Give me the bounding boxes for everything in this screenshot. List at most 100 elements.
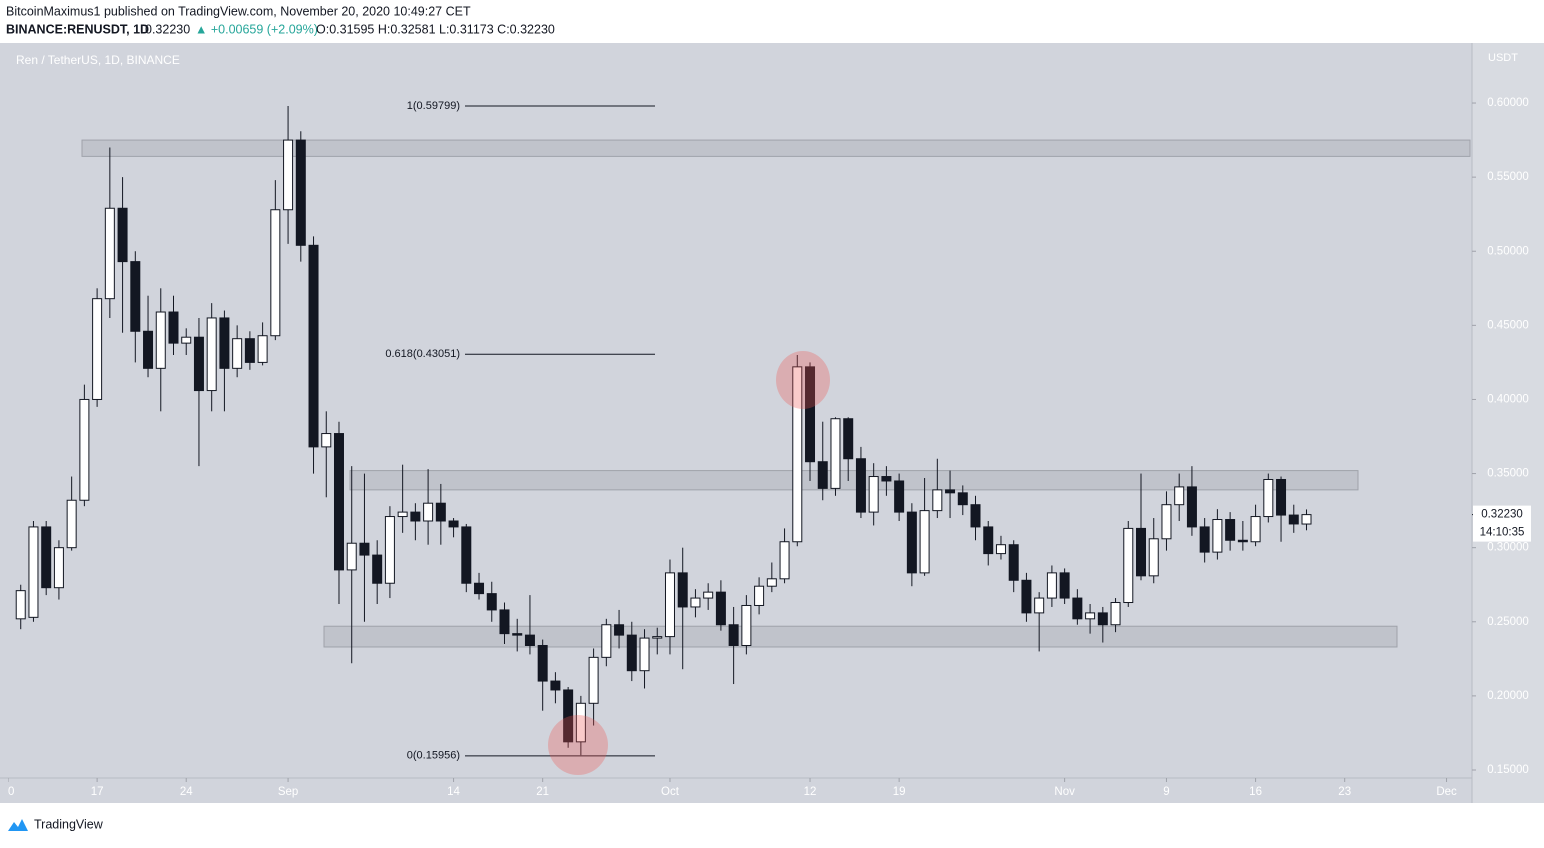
candle-body xyxy=(1212,519,1223,553)
candle-body xyxy=(614,624,625,636)
candle-body xyxy=(423,502,434,522)
zone xyxy=(349,470,1359,491)
candle-body xyxy=(792,366,803,543)
candle-body xyxy=(321,433,332,448)
candle-body xyxy=(601,624,612,658)
candle-body xyxy=(1046,572,1057,599)
x-tick-label: Oct xyxy=(661,786,680,798)
publisher-line: BitcoinMaximus1 published on TradingView… xyxy=(6,4,471,18)
candle-body xyxy=(563,689,574,743)
candle-body xyxy=(894,480,905,513)
candle-body xyxy=(283,139,294,211)
fib-label: 0(0.15956) xyxy=(407,750,460,762)
candle-body xyxy=(346,542,357,571)
candle-body xyxy=(983,526,994,555)
fib-label: 0.618(0.43051) xyxy=(385,348,460,360)
candle-body xyxy=(15,590,26,620)
chart-background xyxy=(0,43,1472,803)
candle-body xyxy=(117,207,128,263)
candle-body xyxy=(410,511,421,522)
x-tick-label: 23 xyxy=(1338,786,1351,798)
candle-body xyxy=(206,317,217,392)
symbol: BINANCE:RENUSDT, 1D xyxy=(6,22,149,36)
candle-body xyxy=(1136,527,1147,577)
candle-body xyxy=(28,526,39,618)
candle-body xyxy=(1110,602,1121,626)
y-tick-label: 0.15000 xyxy=(1487,764,1529,776)
candle-body xyxy=(1301,514,1312,525)
x-tick-label: 10 xyxy=(2,786,15,798)
x-tick-label: Sep xyxy=(278,786,298,798)
candle-body xyxy=(1250,516,1261,543)
candle-body xyxy=(270,209,281,337)
candle-body xyxy=(1072,597,1083,620)
candle-body xyxy=(537,644,548,682)
candle-body xyxy=(957,492,968,506)
zone xyxy=(323,625,1398,648)
candle-body xyxy=(168,311,179,344)
y-tick-label: 0.60000 xyxy=(1487,97,1529,109)
chart-legend: Ren / TetherUS, 1D, BINANCE xyxy=(16,53,180,67)
candle-body xyxy=(550,680,561,691)
countdown: 14:10:35 xyxy=(1480,527,1525,539)
footer-brand: TradingView xyxy=(34,817,104,831)
candle-body xyxy=(995,544,1006,555)
candle-body xyxy=(1085,612,1096,620)
candle-body xyxy=(728,624,739,646)
plot: 10 17 24 Sep 14 21 Oct 12 19 Nov 9 16 23 Dec 1(0.59799… xyxy=(2,100,1471,798)
y-tick-label: 0.25000 xyxy=(1487,616,1529,628)
change: ▲ +0.00659 (+2.09%) xyxy=(195,22,318,36)
candle-body xyxy=(308,244,319,448)
candle-body xyxy=(257,335,268,363)
candle-body xyxy=(855,458,866,513)
candle-body xyxy=(53,547,64,589)
candle-body xyxy=(1008,544,1019,581)
candle-body xyxy=(906,511,917,574)
x-tick-label: 9 xyxy=(1163,786,1169,798)
candle-body xyxy=(219,317,230,369)
candle-body xyxy=(830,418,841,489)
candle-body xyxy=(1263,478,1274,518)
candle-body xyxy=(881,476,892,482)
candle-body xyxy=(461,526,472,584)
fib-label: 1(0.59799) xyxy=(407,100,460,112)
price-axis-background xyxy=(1472,43,1544,803)
candle-body xyxy=(92,298,103,400)
candle-body xyxy=(779,541,790,580)
candle-body xyxy=(1021,579,1032,614)
y-tick-label: 0.40000 xyxy=(1487,393,1529,405)
highlight-circle xyxy=(548,715,608,775)
candle-body xyxy=(868,476,879,513)
candle-body xyxy=(359,542,370,556)
y-tick-label: 0.50000 xyxy=(1487,245,1529,257)
candle-body xyxy=(817,461,828,489)
candle-body xyxy=(181,336,192,344)
x-tick-label: 14 xyxy=(447,786,460,798)
x-tick-label: 17 xyxy=(91,786,104,798)
candle-body xyxy=(1199,526,1210,553)
candle-body xyxy=(690,597,701,608)
candle-body xyxy=(1276,478,1287,516)
candle-body xyxy=(805,366,816,463)
candle-body xyxy=(626,634,637,672)
candle-body xyxy=(486,593,497,611)
candle-body xyxy=(295,139,306,246)
x-tick-label: 12 xyxy=(804,786,817,798)
candle-body xyxy=(754,585,765,606)
candle-body xyxy=(512,633,523,636)
candle-body xyxy=(1288,514,1299,525)
price: 0.32230 xyxy=(145,22,190,36)
candle-body xyxy=(652,636,663,639)
candle-body xyxy=(703,591,714,599)
x-tick-label: 21 xyxy=(536,786,549,798)
y-tick-label: 0.35000 xyxy=(1487,468,1529,480)
candle-body xyxy=(932,489,943,512)
candle-body xyxy=(664,572,675,638)
y-tick-label: 0.45000 xyxy=(1487,319,1529,331)
candle-body xyxy=(1059,572,1070,599)
candle-body xyxy=(448,520,459,528)
zone xyxy=(81,139,1471,157)
candle-body xyxy=(232,338,243,369)
candle-body xyxy=(193,336,204,392)
